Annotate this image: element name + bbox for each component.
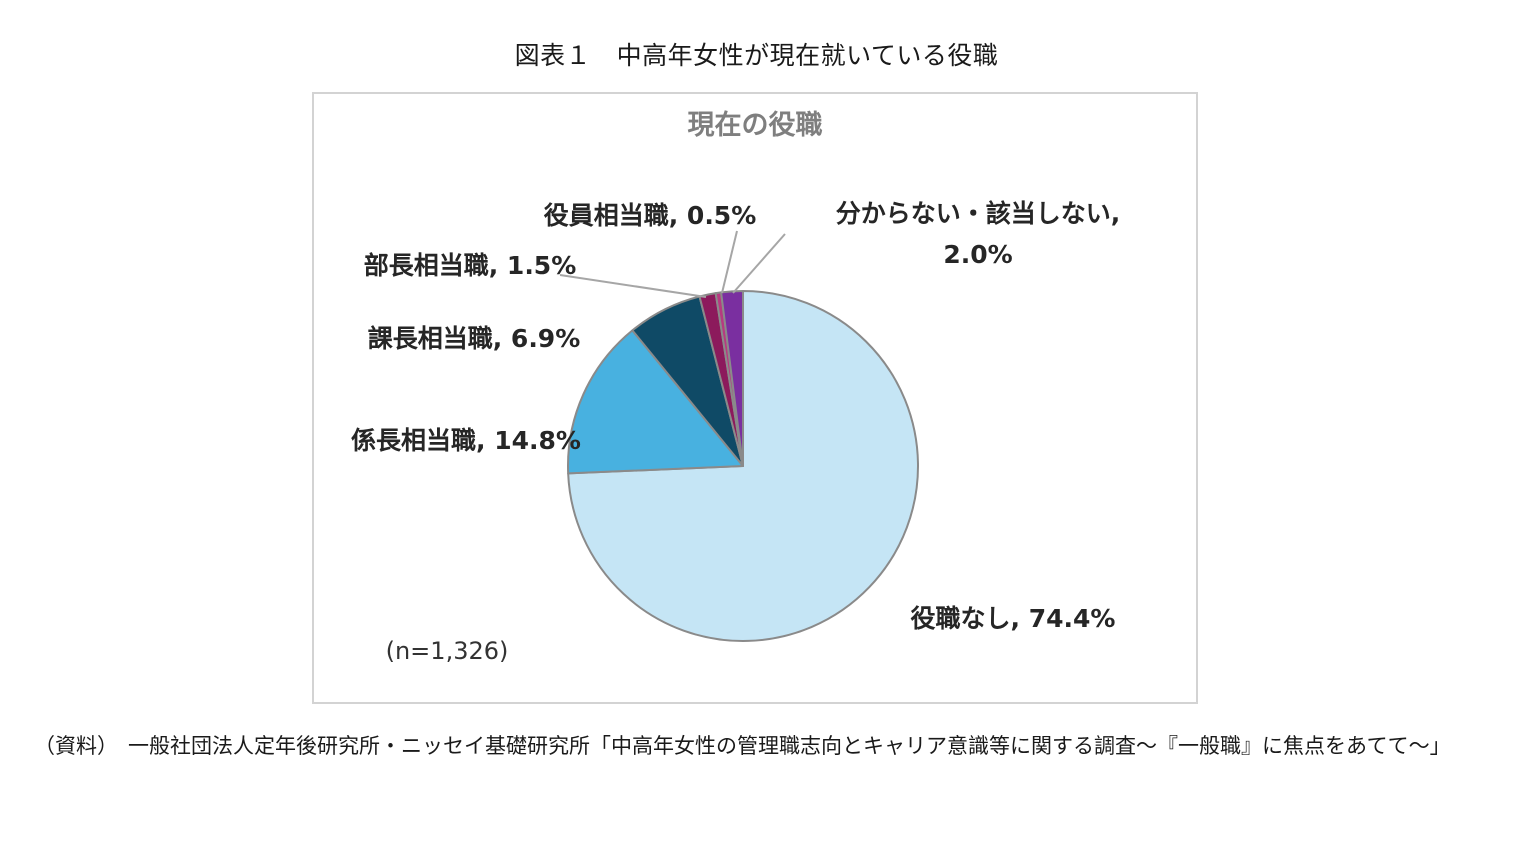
slice-label: 部長相当職, 1.5% (364, 251, 577, 280)
leader-line (721, 230, 738, 294)
pie-slices (567, 290, 919, 642)
leader-line (559, 274, 707, 298)
slice-label: 役員相当職, 0.5% (544, 201, 757, 230)
slice-label: 分からない・該当しない, 2.0% (836, 199, 1121, 269)
figure-title: 図表１ 中高年女性が現在就いている役職 (514, 41, 999, 70)
sample-size-note: (n=1,326) (386, 637, 509, 665)
leader-lines (559, 230, 786, 298)
data-labels: 役職なし, 74.4% 係長相当職, 14.8% 課長相当職, 6.9% 部長相当職,… (351, 199, 1120, 633)
slice-label: 係長相当職, 14.8% (351, 426, 581, 455)
slice-label: 課長相当職, 6.9% (368, 324, 581, 353)
chart-title: 現在の役職 (688, 110, 823, 141)
source-label: （資料） (34, 734, 118, 758)
source-text: 一般社団法人定年後研究所・ニッセイ基礎研究所「中高年女性の管理職志向とキャリア意… (128, 734, 1451, 758)
slice-label: 役職なし, 74.4% (911, 604, 1116, 633)
leader-line (732, 233, 786, 294)
pie-slice (567, 329, 744, 475)
pie-slice (720, 290, 744, 467)
